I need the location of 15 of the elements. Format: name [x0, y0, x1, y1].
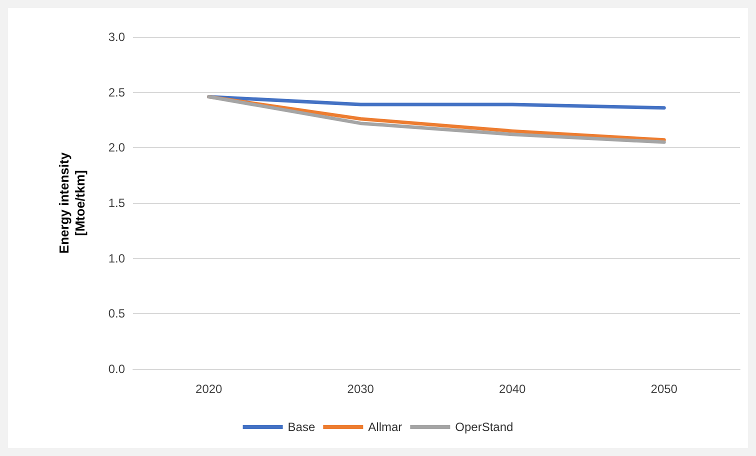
- legend-label: Base: [288, 420, 316, 434]
- y-tick-label: 2.0: [108, 140, 126, 155]
- y-axis-title: Energy intensity [Mtoe/tkm]: [56, 152, 88, 254]
- y-tick-label: 1.5: [108, 196, 126, 210]
- x-tick-label: 2050: [650, 382, 678, 396]
- y-tick-label: 0.0: [108, 362, 126, 376]
- x-tick-label: 2030: [347, 382, 374, 396]
- legend-label: Allmar: [368, 420, 402, 434]
- y-tick-label: 1.0: [108, 251, 126, 266]
- y-tick-label: 0.5: [108, 306, 126, 321]
- x-tick-label: 2020: [196, 382, 223, 396]
- x-tick-label: 2040: [499, 382, 526, 396]
- y-tick-label: 3.0: [108, 30, 126, 44]
- y-tick-label: 2.5: [108, 85, 126, 100]
- legend-label: OperStand: [455, 420, 514, 434]
